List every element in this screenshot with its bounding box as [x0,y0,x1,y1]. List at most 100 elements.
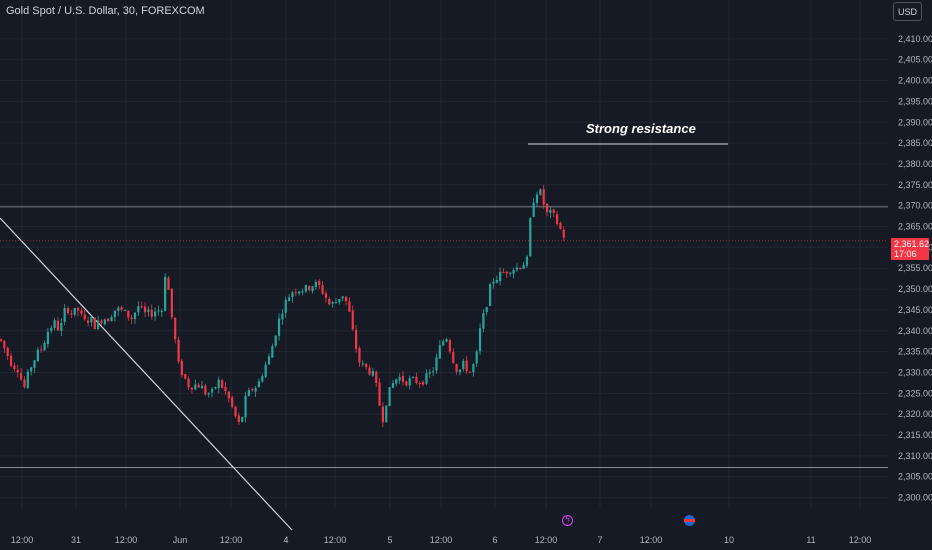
candle-body [140,306,143,308]
trend-line[interactable] [0,217,293,531]
candle-body [288,297,291,301]
candle-body [164,276,167,311]
candle-body [492,281,495,284]
price-axis[interactable]: 2,410.00 2,405.00 2,400.00 2,395.00 2,390.00… [898,34,932,503]
candle-body [150,309,153,317]
candle-body [512,269,515,274]
candle-body [311,286,314,292]
y-tick-label: 2,410.00 [898,34,932,44]
candle-body [241,417,244,422]
candle-body [519,267,522,269]
y-tick-label: 2,390.00 [898,117,932,127]
candle-body [468,371,472,373]
candle-body [244,395,247,418]
candle-body [361,363,364,365]
candle-body [271,346,274,358]
candle-body [174,317,177,340]
candle-body [90,316,93,323]
candle-body [33,360,36,368]
currency-button[interactable]: USD [893,2,922,21]
candle-body [556,214,559,224]
candle-body [130,317,133,320]
candle-body [331,302,334,304]
candle-body [197,384,200,388]
candle-body [281,313,284,320]
candle-body [254,388,257,392]
grid [0,0,888,508]
candle-body [448,340,451,352]
candle-body [509,272,512,274]
candle-body [187,378,190,388]
candle-body [20,373,23,380]
candle-body [60,322,63,331]
y-tick-label: 2,320.00 [898,409,932,419]
candle-body [385,405,388,422]
candle-body [147,309,150,313]
y-tick-label: 2,305.00 [898,472,932,482]
candle-body [318,281,321,286]
candle-body [143,306,147,313]
y-tick-label: 2,380.00 [898,159,932,169]
candle-body [200,385,204,389]
candle-body [76,307,80,311]
candle-body [442,341,445,346]
candle-body [204,385,207,395]
candle-body [110,317,113,322]
y-tick-label: 2,355.00 [898,263,932,273]
y-tick-label: 2,340.00 [898,326,932,336]
candle-body [472,364,475,373]
candle-body [499,271,502,281]
us-flag-icon[interactable] [684,515,695,526]
candle-body [113,310,116,318]
candle-body [277,318,281,336]
y-tick-label: 2,345.00 [898,305,932,315]
x-tick-label: 12:00 [220,535,243,545]
candle-body [549,210,552,213]
candle-body [452,351,455,363]
symbol-title: Gold Spot / U.S. Dollar, 30, FOREXCOM [6,5,205,17]
candle-body [522,265,525,269]
y-tick-label: 2,370.00 [898,201,932,211]
x-tick-label: 31 [71,535,81,545]
candle-body [231,397,234,407]
candle-body [46,331,49,345]
candle-body [334,302,338,304]
candle-body [16,369,19,373]
candle-body [422,381,425,385]
time-axis[interactable]: 12:00 31 12:00 Jun 12:00 4 12:00 5 12:00 6 12:00 7 1… [11,535,872,545]
candle-body [525,256,529,266]
candle-body [291,292,294,298]
candle-body [344,296,348,302]
candle-body [545,203,549,213]
bar-countdown: 17:06 [894,249,917,259]
candle-body [83,314,86,320]
candle-body [3,340,6,349]
candle-body [445,339,448,342]
x-tick-label: 12:00 [430,535,453,545]
candle-body [194,384,197,390]
annotation-label[interactable]: Strong resistance [586,121,696,136]
candle-body [93,317,96,330]
candle-body [284,299,287,313]
candle-body [123,309,127,311]
candle-body [207,393,210,395]
candle-body [328,298,331,305]
candle-body [63,308,66,322]
y-tick-label: 2,350.00 [898,284,932,294]
candle-body [237,415,240,423]
x-tick-label: 10 [724,535,734,545]
candle-body [160,311,163,313]
y-tick-label: 2,335.00 [898,347,932,357]
candle-body [455,363,458,372]
candle-body [217,379,220,388]
lightning-icon[interactable]: ϟ [562,515,573,526]
candle-body [502,271,505,273]
horizontal-levels [0,143,888,468]
x-tick-label: 12:00 [115,535,138,545]
y-tick-label: 2,385.00 [898,138,932,148]
candle-body [13,365,16,369]
candle-body [482,313,485,329]
y-tick-label: 2,400.00 [898,76,932,86]
